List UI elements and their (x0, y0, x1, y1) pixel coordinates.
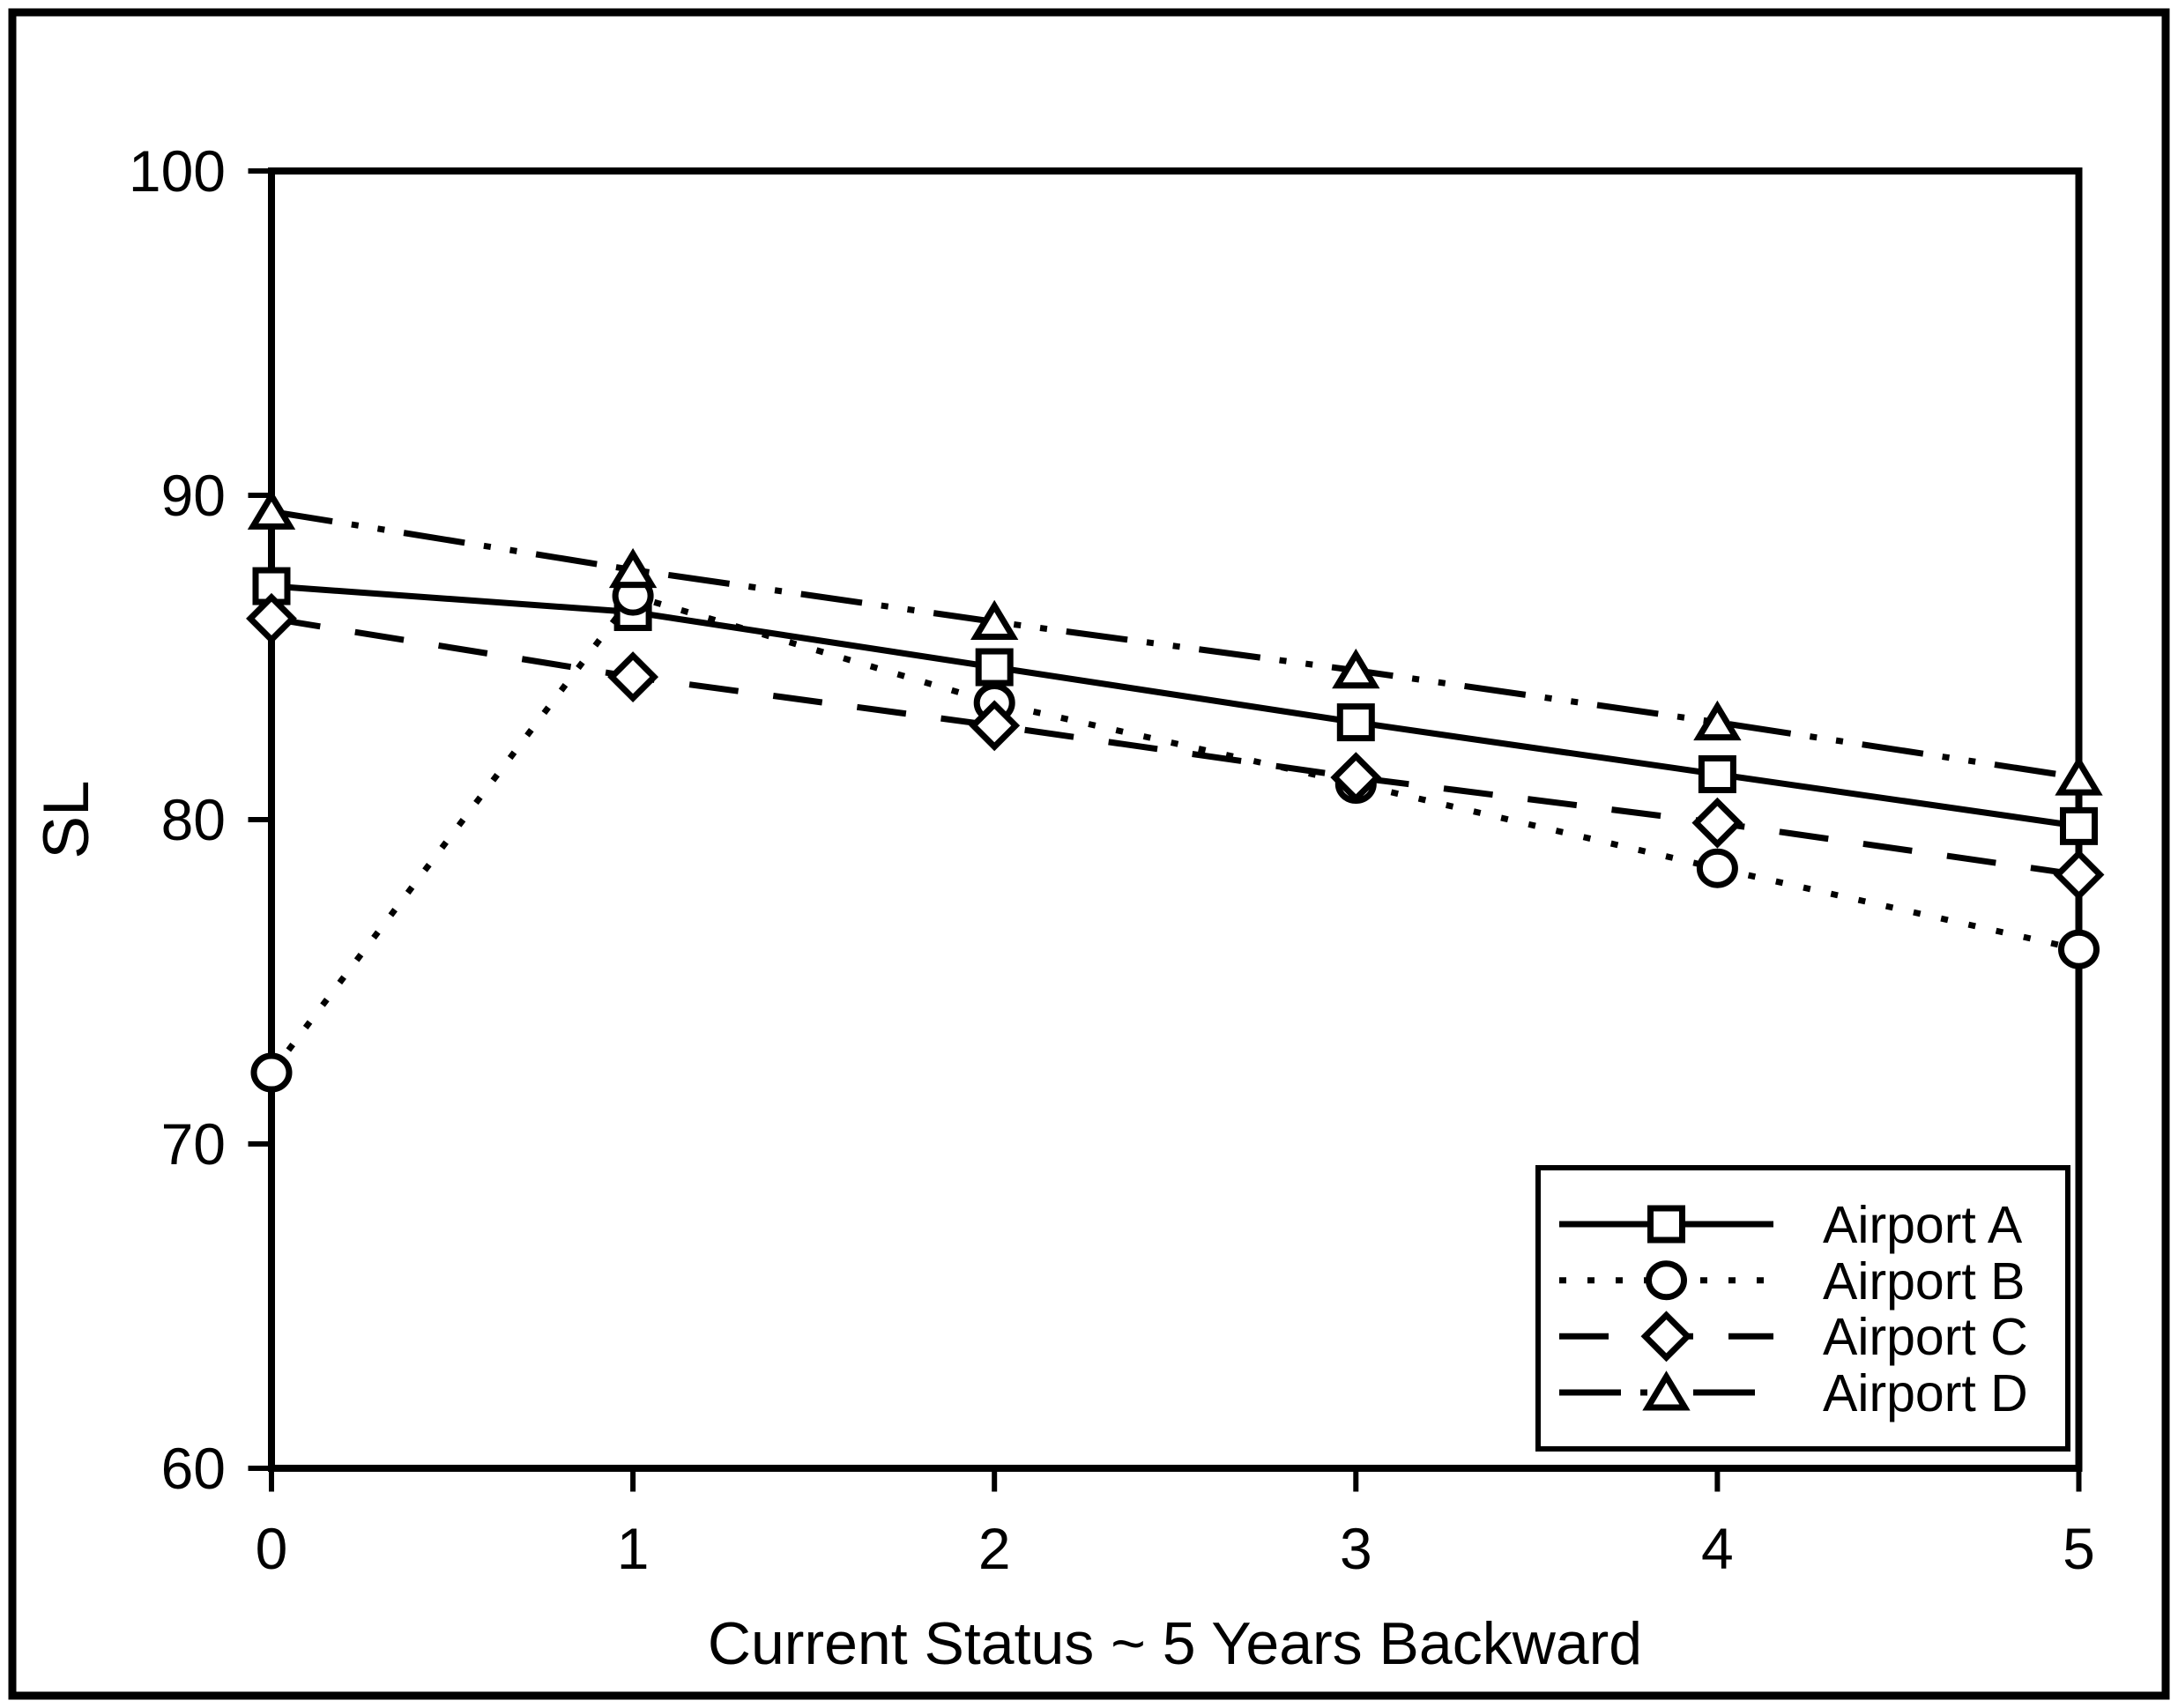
x-tick-label: 4 (1701, 1516, 1734, 1581)
y-tick-label: 80 (161, 787, 226, 852)
data-point-airport-a-x3 (1336, 703, 1375, 742)
data-point-airport-a-x4 (1698, 754, 1736, 793)
data-point-airport-c-x3 (1330, 752, 1382, 804)
legend-label-airport-d: Airport D (1823, 1364, 2028, 1422)
y-tick-label: 70 (161, 1111, 226, 1177)
data-point-airport-d-x3 (1332, 648, 1380, 689)
y-axis-tick-labels: 60 70 80 90 100 (129, 138, 226, 1501)
data-point-airport-c-x2 (969, 700, 1021, 752)
y-axis-ticks (248, 168, 271, 1471)
y-tick-label: 90 (161, 463, 226, 528)
x-tick-label: 3 (1340, 1516, 1372, 1581)
legend-label-airport-b: Airport B (1823, 1252, 2026, 1311)
data-point-airport-c-x5 (2053, 849, 2105, 901)
series-line-airport-c (271, 615, 2079, 879)
legend-marker-diamond (1640, 1311, 1692, 1363)
x-axis-ticks (269, 1468, 2082, 1492)
data-point-airport-c-x0 (246, 592, 297, 644)
legend: Airport A Airport B Airport C Airport D (1535, 1165, 2070, 1452)
x-axis-tick-labels: 0 1 2 3 4 5 (256, 1516, 2095, 1581)
legend-box (1535, 1165, 2070, 1452)
data-point-airport-a-x2 (975, 648, 1014, 687)
y-tick-label: 100 (129, 138, 226, 204)
figure-border (8, 8, 2170, 1700)
data-point-airport-a-x5 (2060, 806, 2098, 845)
series-lines (269, 508, 2080, 1075)
series-markers (246, 489, 2105, 1093)
y-tick-label: 60 (161, 1436, 226, 1501)
data-point-airport-c-x4 (1691, 797, 1743, 849)
data-point-airport-c-x1 (607, 651, 659, 703)
x-tick-label: 1 (617, 1516, 650, 1581)
data-point-airport-d-x0 (247, 489, 296, 530)
data-point-airport-d-x1 (608, 547, 658, 589)
series-line-airport-a (271, 583, 2079, 829)
x-tick-label: 0 (256, 1516, 288, 1581)
data-point-airport-d-x5 (2055, 755, 2103, 796)
x-tick-label: 2 (978, 1516, 1011, 1581)
legend-samples (1559, 1205, 1773, 1411)
data-point-airport-d-x2 (970, 599, 1019, 641)
legend-label-airport-a: Airport A (1823, 1196, 2023, 1254)
data-point-airport-b-x5 (2058, 929, 2100, 969)
legend-marker-square (1647, 1205, 1685, 1244)
series-line-airport-b (269, 592, 2080, 1075)
legend-marker-circle (1646, 1260, 1687, 1301)
x-tick-label: 5 (2063, 1516, 2095, 1581)
data-point-airport-b-x4 (1696, 848, 1738, 888)
data-point-airport-b-x0 (250, 1052, 293, 1093)
legend-marker-triangle (1642, 1370, 1691, 1411)
data-point-airport-d-x4 (1693, 700, 1742, 741)
series-line-airport-d (271, 508, 2080, 781)
legend-label-airport-c: Airport C (1823, 1308, 2028, 1366)
x-axis-title: Current Status ~ 5 Years Backward (708, 1610, 1642, 1677)
y-axis-title: SL (31, 780, 102, 858)
